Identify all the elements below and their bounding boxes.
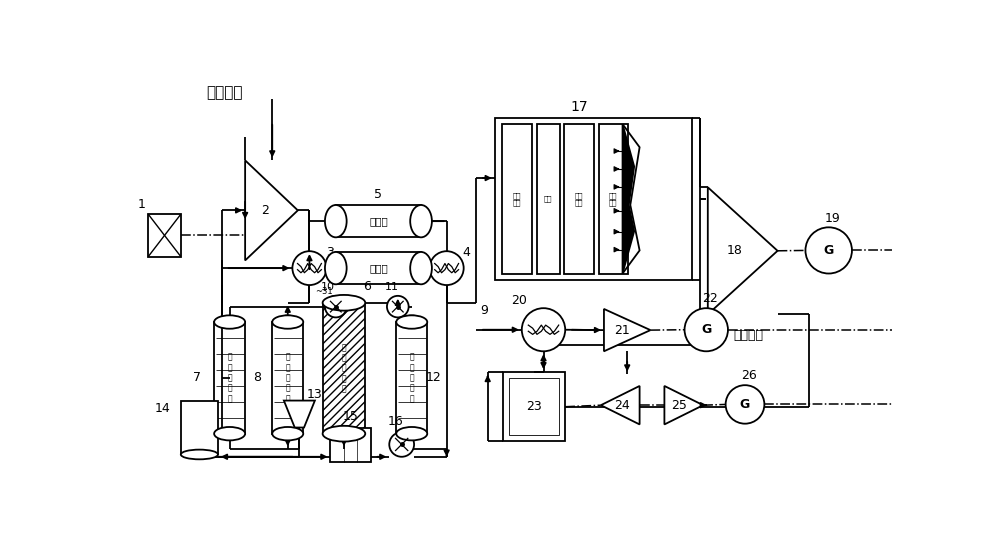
Polygon shape [708, 187, 778, 315]
Text: 3: 3 [326, 246, 334, 259]
Text: ~31: ~31 [315, 287, 332, 296]
Text: 1: 1 [138, 199, 146, 211]
Ellipse shape [325, 252, 347, 284]
Bar [330, 428, 371, 462]
Ellipse shape [396, 316, 427, 329]
Text: 储热罐: 储热罐 [369, 263, 388, 273]
Text: G: G [824, 244, 834, 257]
Bar [336, 252, 421, 284]
Bar [495, 118, 692, 280]
Polygon shape [623, 124, 634, 273]
Text: 4: 4 [463, 246, 471, 259]
Text: 9: 9 [480, 304, 488, 317]
Circle shape [325, 296, 347, 317]
Text: 10: 10 [321, 281, 335, 292]
Text: 20: 20 [511, 294, 527, 307]
Ellipse shape [214, 427, 245, 441]
Circle shape [685, 308, 728, 351]
Polygon shape [604, 309, 650, 351]
Bar [323, 303, 365, 434]
Ellipse shape [396, 427, 427, 441]
Ellipse shape [181, 450, 218, 459]
Text: 7: 7 [193, 371, 201, 384]
Circle shape [430, 251, 464, 285]
Text: 23: 23 [526, 400, 542, 413]
Bar [272, 322, 303, 434]
Text: 16: 16 [388, 415, 403, 428]
Bar [181, 400, 218, 454]
Text: 15: 15 [343, 410, 358, 423]
Ellipse shape [323, 426, 365, 442]
Polygon shape [601, 386, 640, 425]
Text: 11: 11 [385, 281, 399, 292]
Ellipse shape [272, 316, 303, 329]
Text: 22: 22 [702, 293, 718, 305]
Text: 5: 5 [374, 189, 382, 201]
Text: 14: 14 [154, 402, 170, 415]
Circle shape [726, 385, 764, 423]
Text: 18: 18 [726, 244, 742, 257]
Bar [336, 205, 421, 237]
Circle shape [387, 296, 409, 317]
Polygon shape [245, 160, 298, 261]
Text: 稀释
空气: 稀释 空气 [609, 192, 618, 206]
Circle shape [522, 308, 565, 351]
Text: 燃料: 燃料 [544, 195, 552, 202]
Text: 来自大气: 来自大气 [206, 85, 243, 100]
Text: 25: 25 [671, 399, 687, 412]
Text: 储冷罐: 储冷罐 [369, 216, 388, 226]
Text: 13: 13 [307, 388, 323, 401]
Text: 蓄
冷
填
充
床: 蓄 冷 填 充 床 [342, 343, 346, 394]
Ellipse shape [214, 316, 245, 329]
Ellipse shape [410, 252, 432, 284]
Ellipse shape [272, 427, 303, 441]
Polygon shape [284, 400, 315, 428]
Bar [396, 322, 427, 434]
Circle shape [292, 251, 327, 285]
Bar [599, 124, 628, 273]
Text: 17: 17 [570, 100, 588, 114]
Text: 6: 6 [363, 280, 371, 293]
Bar [502, 124, 532, 273]
Text: 19: 19 [825, 211, 840, 225]
Text: 稀释
空气: 稀释 空气 [513, 192, 521, 206]
Polygon shape [664, 386, 703, 425]
Ellipse shape [410, 205, 432, 237]
Text: 蓄
冷
换
热
器: 蓄 冷 换 热 器 [285, 352, 290, 403]
Circle shape [389, 432, 414, 457]
Bar [503, 372, 565, 442]
Bar [564, 124, 594, 273]
Bar [214, 322, 245, 434]
Ellipse shape [325, 205, 347, 237]
Text: 2: 2 [261, 204, 269, 217]
Text: G: G [701, 323, 711, 336]
Text: 回
冷
换
热
器: 回 冷 换 热 器 [227, 352, 232, 403]
Text: 8: 8 [253, 371, 261, 384]
Text: 蓄
冷
换
热
器: 蓄 冷 换 热 器 [409, 352, 414, 403]
Bar [509, 378, 559, 435]
Bar [148, 214, 181, 256]
Text: 排至大气: 排至大气 [733, 329, 763, 342]
Text: 燃烧
空气: 燃烧 空气 [575, 192, 583, 206]
Circle shape [805, 227, 852, 273]
Text: 12: 12 [426, 371, 441, 384]
Text: G: G [740, 398, 750, 411]
Text: 21: 21 [614, 324, 629, 336]
Ellipse shape [323, 295, 365, 311]
Bar [537, 124, 560, 273]
Text: 24: 24 [614, 399, 630, 412]
Text: 26: 26 [741, 370, 757, 382]
